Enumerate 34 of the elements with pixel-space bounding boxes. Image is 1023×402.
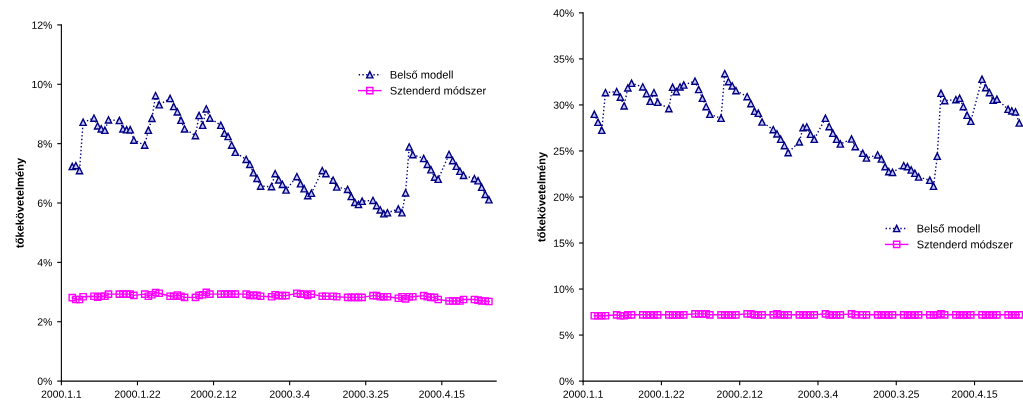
legend-label: Sztenderd módszer [390, 86, 486, 95]
legend-label: Sztenderd módszer [917, 240, 1013, 249]
x-tick-label: 2000.2.12 [190, 390, 237, 398]
y-tick-label: 40% [553, 9, 574, 17]
x-tick-label: 2000.3.4 [269, 390, 310, 398]
y-tick-label: 25% [553, 147, 574, 155]
x-tick-label: 2000.1.22 [114, 390, 161, 398]
x-tick-label: 2000.4.15 [419, 390, 465, 398]
x-tick-label: 2000.3.4 [798, 390, 838, 398]
y-axis-title: tőkekövetelmény [15, 157, 26, 248]
x-tick-label: 2000.1.22 [638, 390, 685, 398]
x-tick-label: 2000.1.1 [41, 390, 82, 398]
y-tick-label: 30% [553, 101, 574, 109]
y-tick-label: 0% [559, 377, 574, 385]
x-tick-label: 2000.3.25 [873, 390, 919, 398]
x-tick-label: 2000.3.25 [343, 390, 389, 398]
y-tick-label: 10% [32, 80, 52, 89]
x-tick-label: 2000.4.15 [951, 390, 998, 398]
y-tick-label: 2% [37, 318, 52, 326]
y-tick-label: 10% [554, 285, 574, 293]
y-axis-title: tőkekövetelmény [537, 151, 548, 242]
legend-label: Belső modell [390, 70, 453, 79]
y-tick-label: 12% [32, 21, 52, 29]
y-tick-label: 35% [553, 55, 574, 63]
y-tick-label: 0% [37, 377, 52, 385]
x-tick-label: 2000.1.1 [563, 390, 603, 398]
y-tick-label: 15% [554, 239, 574, 247]
y-tick-label: 20% [553, 193, 574, 201]
y-tick-label: 8% [37, 140, 52, 148]
legend-label: Belső modell [917, 224, 980, 233]
y-tick-label: 6% [37, 199, 52, 207]
y-tick-label: 4% [37, 258, 52, 267]
y-tick-label: 5% [559, 331, 574, 339]
x-tick-label: 2000.2.12 [717, 390, 763, 398]
